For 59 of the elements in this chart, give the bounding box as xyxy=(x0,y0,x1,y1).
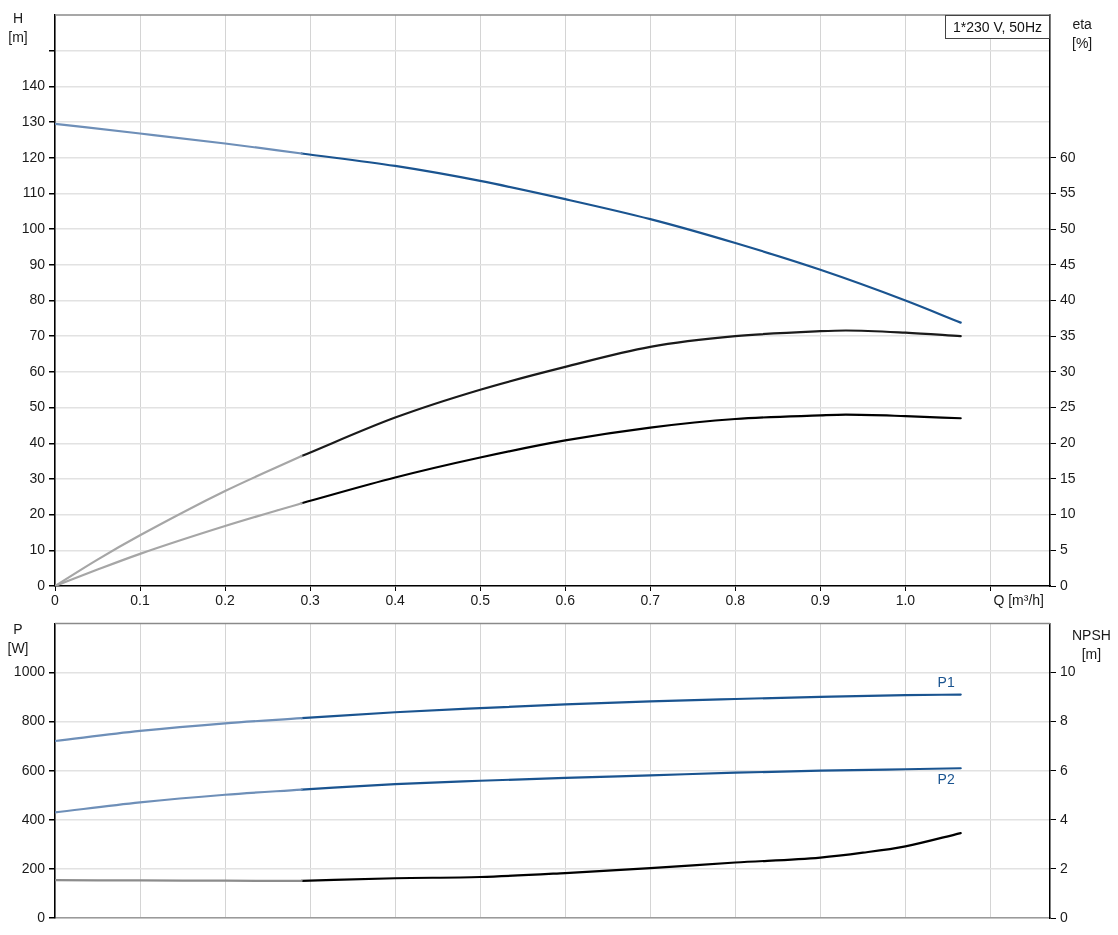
y-tick-label: 80 xyxy=(29,291,46,308)
y-tick-label: 110 xyxy=(22,184,46,201)
y2-tick-label: 55 xyxy=(1060,184,1076,201)
x-tick-label: 0.3 xyxy=(300,591,321,608)
series-label: P1 xyxy=(937,674,955,691)
y-tick-label: 50 xyxy=(29,398,46,415)
series-label: P2 xyxy=(937,771,955,788)
x-axis-title: Q [m³/h] xyxy=(993,591,1044,608)
x-tick-label: 1.0 xyxy=(895,591,916,608)
y-tick-label: 0 xyxy=(37,576,46,593)
x-tick-label: 0 xyxy=(51,591,60,608)
y-tick-label: 1000 xyxy=(13,663,46,680)
y2-tick-label: 35 xyxy=(1060,327,1076,344)
y2-tick-label: 2 xyxy=(1060,859,1068,876)
y-tick-label: 40 xyxy=(29,434,46,451)
x-tick-label: 0.8 xyxy=(725,591,746,608)
y-tick-label: 60 xyxy=(29,362,46,379)
y-axis-title: P [W] xyxy=(7,621,29,657)
x-tick-label: 0.7 xyxy=(640,591,661,608)
chart-title: 1*230 V, 50Hz xyxy=(945,15,1050,39)
y2-tick-label: 8 xyxy=(1060,712,1068,729)
y-tick-label: 20 xyxy=(29,505,46,522)
y2-tick-label: 0 xyxy=(1060,576,1068,593)
y2-tick-label: 60 xyxy=(1060,148,1076,165)
y2-tick-label: 45 xyxy=(1060,255,1076,272)
y2-tick-label: 50 xyxy=(1060,219,1076,236)
y-tick-label: 100 xyxy=(21,219,46,236)
y-tick-label: 120 xyxy=(21,148,46,165)
y2-tick-label: 20 xyxy=(1060,434,1076,451)
y-axis-title: H [m] xyxy=(8,9,28,45)
x-tick-label: 0.9 xyxy=(810,591,831,608)
y-tick-label: 10 xyxy=(29,541,46,558)
y2-axis-title: eta [%] xyxy=(1072,15,1093,51)
y-tick-label: 140 xyxy=(21,77,46,94)
y-tick-label: 200 xyxy=(21,859,46,876)
x-tick-label: 0.1 xyxy=(130,591,150,608)
y2-tick-label: 40 xyxy=(1060,291,1076,308)
x-tick-label: 0.5 xyxy=(470,591,491,608)
y2-tick-label: 10 xyxy=(1060,505,1076,522)
y-tick-label: 800 xyxy=(21,712,46,729)
y2-tick-label: 6 xyxy=(1060,761,1068,778)
y2-tick-label: 5 xyxy=(1060,541,1068,558)
y-tick-label: 400 xyxy=(21,810,46,827)
y2-axis-title: NPSH [m] xyxy=(1072,627,1111,663)
x-tick-label: 0.2 xyxy=(215,591,236,608)
y2-tick-label: 0 xyxy=(1060,908,1068,925)
y2-tick-label: 30 xyxy=(1060,362,1076,379)
y2-tick-label: 15 xyxy=(1060,469,1076,486)
x-tick-label: 0.6 xyxy=(555,591,576,608)
y-tick-label: 30 xyxy=(29,469,46,486)
y-tick-label: 600 xyxy=(21,761,46,778)
y-tick-label: 90 xyxy=(29,255,46,272)
y-tick-label: 70 xyxy=(29,327,46,344)
y2-tick-label: 4 xyxy=(1060,810,1068,827)
y2-tick-label: 25 xyxy=(1060,398,1076,415)
y-tick-label: 130 xyxy=(21,112,46,129)
y2-tick-label: 10 xyxy=(1060,663,1076,680)
x-tick-label: 0.4 xyxy=(385,591,406,608)
y-tick-label: 0 xyxy=(37,908,46,925)
